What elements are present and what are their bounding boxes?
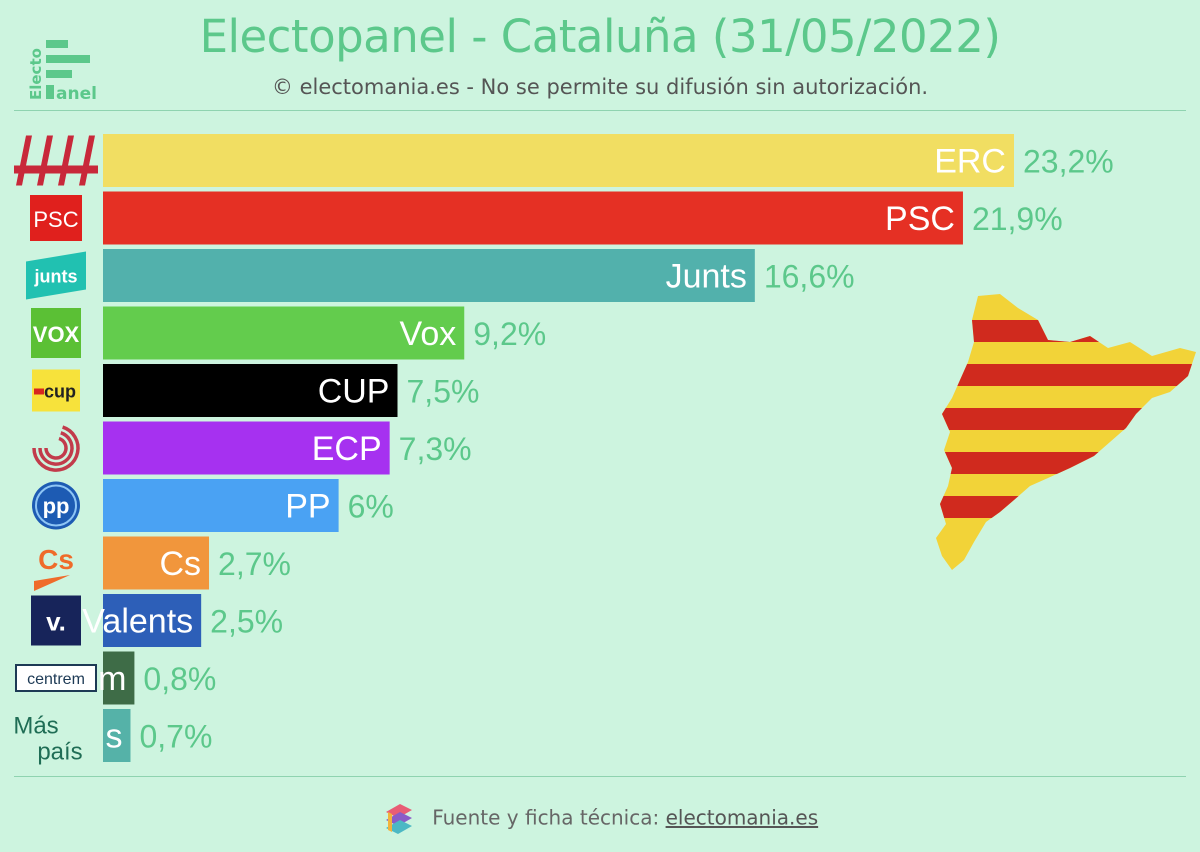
bar-party-label: ERC — [934, 143, 1006, 181]
bar-value-label: 0,8% — [143, 661, 216, 697]
svg-text:v.: v. — [46, 607, 66, 637]
bar — [103, 536, 210, 590]
bar-row: PP 6% — [103, 479, 394, 532]
bar-value-label: 7,3% — [399, 431, 472, 467]
valents-logo-icon: v. — [31, 595, 81, 646]
bar-value-label: 0,7% — [139, 719, 212, 755]
bar-row: ERC 23,2% — [103, 134, 1114, 187]
bar — [103, 479, 339, 532]
bar — [103, 249, 755, 302]
footer: Fuente y ficha técnica: electomania.es — [0, 802, 1200, 836]
svg-text:país: país — [37, 739, 82, 766]
bar-party-label: Vox — [400, 315, 457, 353]
bar — [103, 191, 963, 245]
centrem-logo-icon: centrem — [15, 664, 97, 692]
bar-row: m 0,8% — [98, 651, 216, 705]
svg-text:pp: pp — [43, 494, 70, 519]
page-subtitle: © electomania.es - No se permite su difu… — [271, 75, 929, 99]
bar — [103, 306, 465, 360]
psc-logo-icon: PSC — [30, 195, 82, 241]
bar-row: s 0,7% — [103, 709, 212, 762]
bar-party-label: PSC — [885, 200, 955, 238]
cs-logo-icon: Cs — [34, 544, 74, 591]
bar — [103, 134, 1014, 187]
bar-party-label: Cs — [159, 545, 201, 583]
electopanel-logo: Electo anel — [27, 40, 97, 102]
bar-row: Junts 16,6% — [103, 249, 855, 302]
svg-text:Cs: Cs — [38, 544, 74, 575]
bar-party-label: Valents — [82, 603, 193, 641]
cup-logo-icon: cup — [32, 369, 80, 412]
bar-row: PSC 21,9% — [103, 191, 1063, 245]
bar — [103, 594, 202, 647]
ecp-logo-icon — [32, 425, 80, 472]
vox-logo-icon: VOX — [31, 308, 81, 358]
bar-value-label: 2,7% — [218, 546, 291, 582]
bar-party-label: s — [105, 718, 122, 756]
bar-party-label: PP — [285, 488, 330, 526]
header-divider — [14, 110, 1186, 111]
bar-row: Valents 2,5% — [82, 594, 283, 647]
footer-divider — [14, 776, 1186, 777]
catalonia-senyera-map-icon — [936, 294, 1196, 570]
bar-value-label: 9,2% — [473, 316, 546, 352]
svg-text:centrem: centrem — [27, 671, 85, 688]
logo-text-bottom: anel — [56, 84, 97, 102]
bar-party-label: ECP — [312, 430, 382, 468]
pp-logo-icon: pp — [32, 481, 80, 530]
bar-value-label: 23,2% — [1023, 144, 1114, 180]
bar-row: CUP 7,5% — [103, 364, 479, 417]
bar-row: Cs 2,7% — [103, 536, 291, 590]
svg-text:junts: junts — [34, 267, 78, 287]
svg-text:Más: Más — [13, 713, 58, 740]
svg-text:PSC: PSC — [33, 207, 78, 232]
bar-value-label: 2,5% — [210, 604, 283, 640]
bar-party-label: Junts — [666, 258, 747, 296]
svg-text:VOX: VOX — [33, 322, 80, 347]
erc-logo-icon — [14, 135, 98, 186]
bar-value-label: 6% — [348, 489, 394, 525]
bar-party-label: CUP — [318, 373, 390, 411]
bar — [103, 709, 131, 762]
bar-party-label: m — [98, 660, 126, 698]
junts-logo-icon: junts — [26, 251, 86, 300]
footer-source-text: Fuente y ficha técnica: — [432, 805, 660, 830]
page-title: Electopanel - Cataluña (31/05/2022) — [199, 10, 1001, 63]
bar-row: ECP 7,3% — [103, 421, 472, 475]
electomania-icon — [385, 804, 412, 834]
bar — [103, 421, 390, 475]
bar-value-label: 7,5% — [407, 374, 480, 410]
bar — [103, 364, 398, 417]
bar-row: Vox 9,2% — [103, 306, 546, 360]
bar-value-label: 21,9% — [972, 201, 1063, 237]
bar — [103, 651, 135, 705]
logo-text-vertical: Electo — [27, 48, 45, 100]
bar-value-label: 16,6% — [764, 259, 855, 295]
footer-source-link[interactable]: electomania.es — [665, 805, 819, 830]
svg-text:cup: cup — [44, 382, 76, 402]
